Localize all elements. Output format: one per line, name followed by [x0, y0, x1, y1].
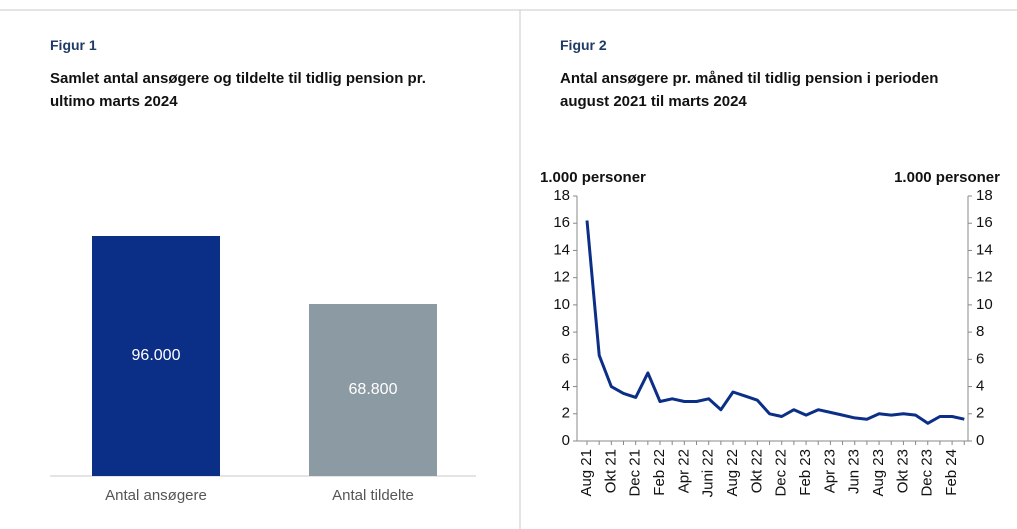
y-tick-label: 8 [562, 323, 570, 340]
y-tick-label: 10 [553, 296, 570, 313]
x-tick-label: Antal tildelte [332, 487, 414, 504]
x-tick-label: Okt 23 [894, 449, 911, 493]
value-label: 96.000 [132, 347, 181, 364]
x-tick-label: Aug 23 [870, 449, 887, 497]
bar [92, 236, 220, 476]
x-tick-label: Antal ansøgere [105, 487, 207, 504]
x-tick-label: Feb 24 [943, 449, 960, 496]
y-tick-label: 18 [553, 187, 570, 204]
y2-tick-label: 12 [976, 269, 993, 286]
y2-tick-label: 18 [976, 187, 993, 204]
y2-tick-label: 8 [976, 323, 984, 340]
y-tick-label: 16 [553, 214, 570, 231]
y-axis-label: 1.000 personer [540, 169, 646, 186]
x-tick-label: Aug 22 [724, 449, 741, 497]
value-label: 68.800 [349, 381, 398, 398]
figure-label: Figur 1 [50, 37, 97, 53]
x-tick-label: Dec 22 [773, 449, 790, 497]
x-tick-label: Aug 21 [578, 449, 595, 497]
x-tick-label: Juni 22 [700, 449, 717, 497]
y2-axis-label: 1.000 personer [894, 169, 1000, 186]
figure-label: Figur 2 [560, 37, 607, 53]
x-tick-label: Feb 22 [651, 449, 668, 496]
x-tick-label: Dec 21 [627, 449, 644, 497]
y2-tick-label: 6 [976, 350, 984, 367]
y2-tick-label: 2 [976, 405, 984, 422]
x-tick-label: Apr 22 [675, 449, 692, 493]
y-tick-label: 6 [562, 350, 570, 367]
y-tick-label: 0 [562, 432, 570, 449]
x-tick-label: Dec 23 [919, 449, 936, 497]
y-tick-label: 2 [562, 405, 570, 422]
y-tick-label: 12 [553, 269, 570, 286]
y2-tick-label: 16 [976, 214, 993, 231]
line-series [585, 220, 965, 425]
x-tick-label: Apr 23 [821, 449, 838, 493]
x-tick-label: Okt 22 [748, 449, 765, 493]
y-tick-label: 4 [562, 378, 570, 395]
y2-tick-label: 14 [976, 241, 993, 258]
x-tick-label: Okt 21 [602, 449, 619, 493]
y-tick-label: 14 [553, 241, 570, 258]
y2-tick-label: 0 [976, 432, 984, 449]
chart-title: Samlet antal ansøgere og tildelte til ti… [50, 70, 426, 110]
x-tick-label: Feb 23 [797, 449, 814, 496]
bar [309, 304, 437, 476]
y2-tick-label: 10 [976, 296, 993, 313]
chart-title: Antal ansøgere pr. måned til tidlig pens… [560, 70, 939, 110]
y2-tick-label: 4 [976, 378, 984, 395]
x-tick-label: Jun 23 [846, 449, 863, 494]
